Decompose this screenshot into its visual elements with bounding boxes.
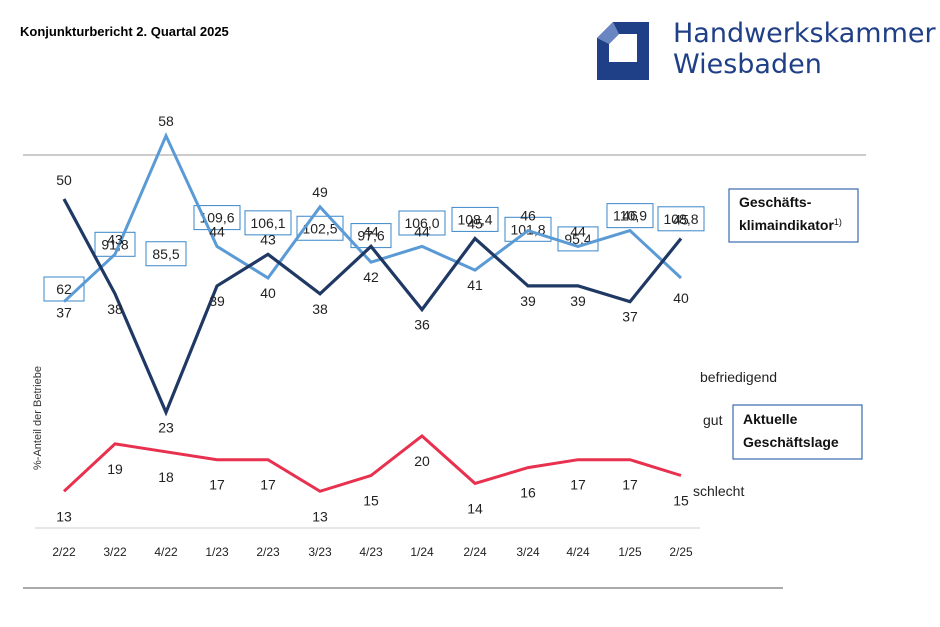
data-label-befriedigend: 41 xyxy=(467,277,483,293)
series-line-befriedigend xyxy=(62,132,683,303)
data-label-schlecht: 17 xyxy=(209,477,225,493)
data-label-befriedigend: 40 xyxy=(673,290,689,306)
data-label-schlecht: 20 xyxy=(414,453,430,469)
indicator-box xyxy=(145,241,187,267)
data-label-gut: 37 xyxy=(622,309,638,325)
indicator-footnote: 1) xyxy=(834,217,842,227)
indicator-title-line1: Geschäfts- xyxy=(739,194,812,210)
indicator-box xyxy=(350,223,392,249)
x-tick-label: 2/22 xyxy=(52,545,76,559)
data-label-gut: 39 xyxy=(209,293,225,309)
legend-befriedigend: befriedigend xyxy=(700,369,777,385)
data-label-befriedigend: 42 xyxy=(363,269,379,285)
data-label-befriedigend: 46 xyxy=(520,208,536,224)
data-label-gut: 38 xyxy=(107,301,123,317)
report-title: Konjunkturbericht 2. Quartal 2025 xyxy=(20,24,229,39)
x-tick-label: 3/23 xyxy=(308,545,332,559)
series-line-gut xyxy=(62,198,683,417)
handwerkskammer-logo-icon xyxy=(597,22,649,80)
indicator-value: 106,0 xyxy=(404,215,439,231)
data-label-gut: 44 xyxy=(363,223,379,239)
x-tick-label: 2/25 xyxy=(669,545,693,559)
indicator-value: 85,5 xyxy=(152,246,179,262)
indicator-value: 108,4 xyxy=(457,211,492,227)
indicator-box xyxy=(398,210,446,236)
indicator-value: 106,1 xyxy=(250,215,285,231)
series-lines xyxy=(62,132,683,493)
data-label-gut: 36 xyxy=(414,317,430,333)
data-labels: 37 50 13 43 38 19 58 23 18 44 39 17 40 43 17 49 38 13 42 44… xyxy=(56,113,689,524)
indicator-title-box xyxy=(728,188,859,243)
data-label-gut: 38 xyxy=(312,301,328,317)
data-label-befriedigend: 37 xyxy=(56,305,72,321)
x-tick-label: 2/23 xyxy=(256,545,280,559)
indicator-value: 108,8 xyxy=(663,211,698,227)
data-label-befriedigend: 46 xyxy=(622,208,638,224)
x-tick-label: 2/24 xyxy=(463,545,487,559)
data-label-schlecht: 14 xyxy=(467,500,483,516)
series-group-box xyxy=(732,404,863,460)
data-label-gut: 50 xyxy=(56,172,72,188)
indicator-value: 102,5 xyxy=(302,220,337,236)
data-label-gut: 45 xyxy=(673,212,689,228)
data-label-schlecht: 15 xyxy=(363,493,379,509)
x-tick-label: 4/23 xyxy=(359,545,383,559)
indicator-value: 109,6 xyxy=(199,210,234,226)
x-tick-label: 1/25 xyxy=(618,545,642,559)
x-tick-label: 1/23 xyxy=(205,545,229,559)
svg-text:klimaindikator1): klimaindikator1) xyxy=(739,217,842,233)
brand-name-line1: Handwerkskammer xyxy=(673,18,936,49)
series-line-schlecht xyxy=(62,434,682,493)
data-label-gut: 43 xyxy=(260,231,276,247)
data-label-befriedigend: 49 xyxy=(312,184,328,200)
y-axis-label: %-Anteil der Betriebe xyxy=(32,366,44,470)
data-label-schlecht: 17 xyxy=(570,477,586,493)
data-label-befriedigend: 40 xyxy=(260,285,276,301)
indicator-box xyxy=(451,206,499,232)
data-label-befriedigend: 44 xyxy=(570,223,586,239)
x-tick-label: 4/24 xyxy=(566,545,590,559)
legend-gut: gut xyxy=(703,412,723,428)
data-label-schlecht: 17 xyxy=(622,477,638,493)
x-tick-label: 3/22 xyxy=(103,545,127,559)
data-label-gut: 45 xyxy=(467,216,483,232)
data-label-schlecht: 13 xyxy=(56,508,72,524)
data-label-schlecht: 13 xyxy=(312,508,328,524)
data-label-gut: 39 xyxy=(570,293,586,309)
brand-name-line2: Wiesbaden xyxy=(673,49,822,80)
series-group-line2: Geschäftslage xyxy=(743,434,839,450)
data-label-gut: 23 xyxy=(158,419,174,435)
data-label-schlecht: 16 xyxy=(520,485,536,501)
data-label-schlecht: 19 xyxy=(107,461,123,477)
indicator-box xyxy=(244,210,292,236)
indicator-box xyxy=(657,206,705,232)
indicator-value: 110,9 xyxy=(613,208,647,224)
x-axis-ticks: 2/22 3/22 4/22 1/23 2/23 3/23 4/23 1/24 2/24 3/24… xyxy=(52,545,693,559)
indicator-value: 62 xyxy=(56,281,72,297)
data-label-befriedigend: 43 xyxy=(107,231,123,247)
data-label-befriedigend: 58 xyxy=(158,113,174,129)
data-label-schlecht: 15 xyxy=(673,493,689,509)
data-label-gut: 39 xyxy=(520,293,536,309)
x-tick-label: 3/24 xyxy=(516,545,540,559)
indicator-title-line2: klimaindikator xyxy=(739,217,834,233)
x-tick-label: 1/24 xyxy=(410,545,434,559)
indicator-value: 97,6 xyxy=(357,228,384,244)
data-label-befriedigend: 44 xyxy=(414,223,430,239)
brand-name: Handwerkskammer Wiesbaden xyxy=(673,18,936,80)
legend-schlecht: schlecht xyxy=(693,483,744,499)
data-label-befriedigend: 44 xyxy=(209,223,225,239)
x-tick-label: 4/22 xyxy=(154,545,178,559)
data-label-schlecht: 17 xyxy=(260,477,276,493)
series-group-line1: Aktuelle xyxy=(743,411,798,427)
data-label-schlecht: 18 xyxy=(158,469,174,485)
indicator-box xyxy=(606,203,654,229)
